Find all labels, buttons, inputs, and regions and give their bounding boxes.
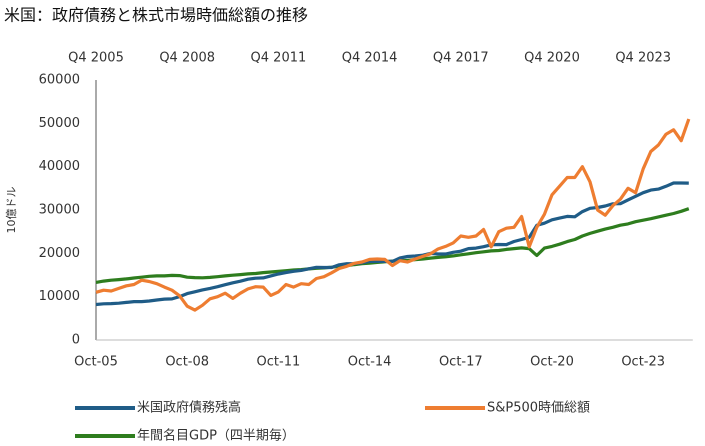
y-axis-label: 10億ドル xyxy=(5,187,18,234)
top-x-tick-label: Q4 2005 xyxy=(68,51,124,66)
x-tick-label: Oct-17 xyxy=(439,355,483,370)
legend-label: S&P500時価総額 xyxy=(487,401,590,416)
y-tick-label: 40000 xyxy=(39,159,80,174)
top-x-tick-label: Q4 2023 xyxy=(615,51,671,66)
x-tick-label: Oct-23 xyxy=(621,355,665,370)
x-tick-label: Oct-20 xyxy=(530,355,574,370)
top-x-tick-label: Q4 2017 xyxy=(433,51,489,66)
top-x-tick-label: Q4 2011 xyxy=(251,51,307,66)
y-tick-label: 10000 xyxy=(39,289,80,304)
legend-label: 米国政府債務残高 xyxy=(137,400,241,416)
y-tick-label: 30000 xyxy=(39,203,80,218)
top-x-tick-label: Q4 2008 xyxy=(159,51,215,66)
series-line xyxy=(95,181,689,307)
series-line xyxy=(95,207,690,284)
chart-title: 米国：政府債務と株式市場時価総額の推移 xyxy=(4,6,308,25)
top-x-tick-label: Q4 2014 xyxy=(342,51,398,66)
y-tick-label: 50000 xyxy=(39,116,80,131)
x-tick-label: Oct-11 xyxy=(257,355,301,370)
x-tick-label: Oct-08 xyxy=(165,355,209,370)
y-tick-label: 0 xyxy=(72,333,80,348)
x-tick-label: Oct-05 xyxy=(74,355,118,370)
y-tick-label: 20000 xyxy=(39,246,80,261)
top-x-tick-label: Q4 2020 xyxy=(524,51,580,66)
y-tick-label: 60000 xyxy=(39,73,80,88)
series-line xyxy=(95,118,691,312)
x-tick-label: Oct-14 xyxy=(348,355,392,370)
legend-label: 年間名目GDP（四半期毎） xyxy=(137,428,295,444)
